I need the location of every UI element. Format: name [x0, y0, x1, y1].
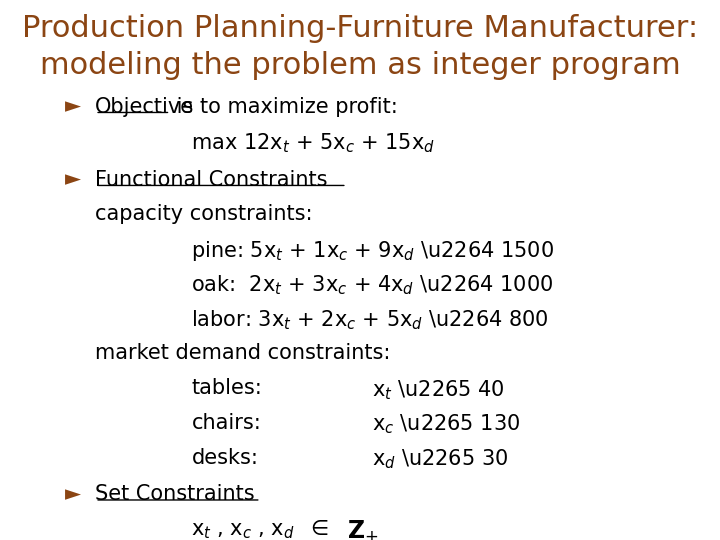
Text: $\mathbf{Z}$$_{+}$: $\mathbf{Z}$$_{+}$ [347, 519, 378, 540]
Text: Production Planning-Furniture Manufacturer:: Production Planning-Furniture Manufactur… [22, 15, 698, 44]
Text: oak:  2x$_{t}$ + 3x$_{c}$ + 4x$_{d}$ \u2264 1000: oak: 2x$_{t}$ + 3x$_{c}$ + 4x$_{d}$ \u22… [192, 274, 554, 298]
Text: pine: 5x$_{t}$ + 1x$_{c}$ + 9x$_{d}$ \u2264 1500: pine: 5x$_{t}$ + 1x$_{c}$ + 9x$_{d}$ \u2… [192, 239, 554, 263]
Text: Objective: Objective [95, 97, 194, 117]
Text: Set Constraints: Set Constraints [95, 484, 255, 504]
Text: capacity constraints:: capacity constraints: [95, 204, 312, 224]
Text: labor: 3x$_{t}$ + 2x$_{c}$ + 5x$_{d}$ \u2264 800: labor: 3x$_{t}$ + 2x$_{c}$ + 5x$_{d}$ \u… [192, 308, 549, 332]
Text: chairs:: chairs: [192, 413, 261, 433]
Text: x$_{d}$ \u2265 30: x$_{d}$ \u2265 30 [372, 448, 508, 471]
Text: x$_{t}$ \u2265 40: x$_{t}$ \u2265 40 [372, 378, 505, 402]
Text: market demand constraints:: market demand constraints: [95, 343, 390, 363]
Text: max 12x$_{t}$ + 5x$_{c}$ + 15x$_{d}$: max 12x$_{t}$ + 5x$_{c}$ + 15x$_{d}$ [192, 131, 436, 155]
Text: ►: ► [65, 97, 81, 117]
Text: Functional Constraints: Functional Constraints [95, 170, 328, 190]
Text: ►: ► [65, 170, 81, 190]
Text: desks:: desks: [192, 448, 258, 468]
Text: ►: ► [65, 484, 81, 504]
Text: tables:: tables: [192, 378, 262, 398]
Text: x$_{c}$ \u2265 130: x$_{c}$ \u2265 130 [372, 413, 521, 436]
Text: x$_{t}$ , x$_{c}$ , x$_{d}$  $\in$: x$_{t}$ , x$_{c}$ , x$_{d}$ $\in$ [192, 519, 336, 540]
Text: modeling the problem as integer program: modeling the problem as integer program [40, 51, 680, 80]
Text: is to maximize profit:: is to maximize profit: [171, 97, 398, 117]
